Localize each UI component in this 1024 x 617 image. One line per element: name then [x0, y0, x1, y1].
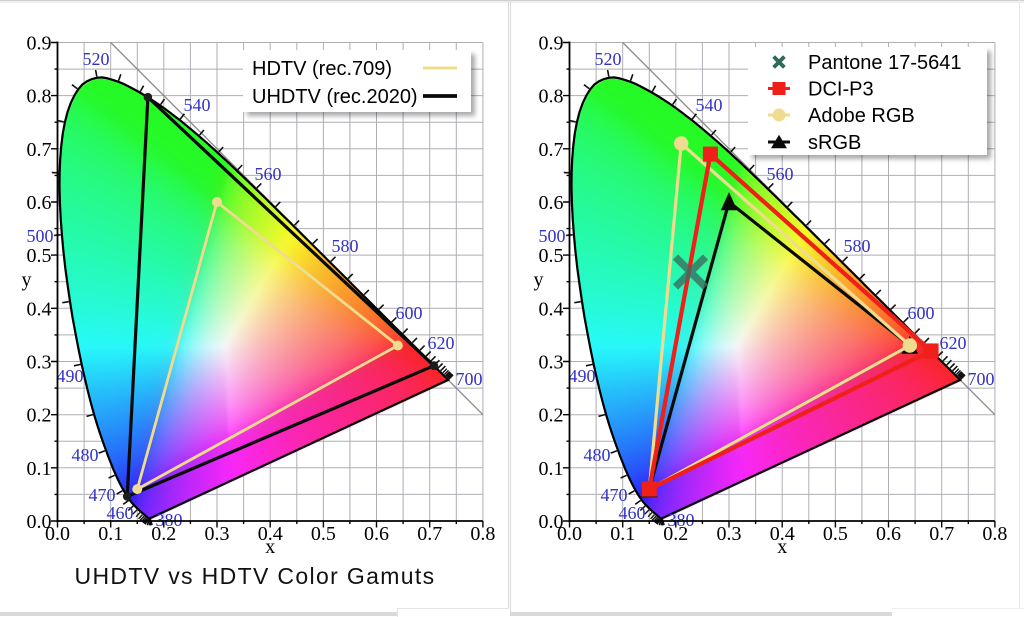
svg-text:600: 600: [908, 303, 935, 323]
svg-text:0.0: 0.0: [557, 523, 582, 545]
svg-text:0.4: 0.4: [27, 298, 52, 320]
svg-text:0.5: 0.5: [311, 523, 336, 545]
svg-text:0.6: 0.6: [27, 192, 52, 214]
svg-text:0.7: 0.7: [929, 523, 954, 545]
svg-text:0.2: 0.2: [151, 523, 176, 545]
svg-text:0.3: 0.3: [539, 352, 564, 374]
svg-text:700: 700: [968, 369, 995, 389]
svg-text:0.2: 0.2: [663, 523, 688, 545]
svg-text:0.4: 0.4: [539, 298, 564, 320]
svg-text:470: 470: [89, 485, 116, 505]
svg-text:sRGB: sRGB: [808, 132, 861, 154]
svg-text:560: 560: [255, 164, 282, 184]
svg-text:480: 480: [72, 445, 99, 465]
svg-text:UHDTV (rec.2020): UHDTV (rec.2020): [252, 86, 418, 108]
svg-text:0.0: 0.0: [45, 523, 70, 545]
svg-text:0.8: 0.8: [470, 523, 495, 545]
svg-text:0.3: 0.3: [717, 523, 742, 545]
svg-text:500: 500: [539, 226, 566, 246]
svg-text:HDTV (rec.709): HDTV (rec.709): [252, 58, 392, 80]
svg-text:0.6: 0.6: [539, 192, 564, 214]
svg-text:0.0: 0.0: [539, 511, 564, 533]
svg-text:0.4: 0.4: [770, 523, 795, 545]
svg-text:380: 380: [156, 510, 183, 530]
svg-text:490: 490: [57, 366, 84, 386]
svg-text:0.8: 0.8: [27, 86, 52, 108]
svg-text:0.7: 0.7: [539, 139, 564, 161]
svg-text:0.8: 0.8: [539, 86, 564, 108]
svg-text:0.5: 0.5: [823, 523, 848, 545]
svg-text:580: 580: [844, 236, 871, 256]
svg-text:0.5: 0.5: [27, 245, 52, 267]
svg-text:y: y: [22, 269, 32, 291]
svg-text:500: 500: [27, 226, 54, 246]
svg-text:0.2: 0.2: [539, 405, 564, 427]
svg-text:Pantone 17-5641: Pantone 17-5641: [808, 52, 961, 74]
svg-text:UHDTV vs HDTV Color Gamuts: UHDTV vs HDTV Color Gamuts: [75, 563, 436, 589]
svg-text:620: 620: [940, 333, 967, 353]
svg-text:x: x: [265, 536, 275, 558]
svg-text:470: 470: [601, 485, 628, 505]
svg-text:540: 540: [184, 95, 211, 115]
svg-text:Adobe RGB: Adobe RGB: [808, 105, 915, 127]
svg-text:x: x: [777, 536, 787, 558]
svg-text:480: 480: [584, 445, 611, 465]
svg-text:0.1: 0.1: [27, 458, 52, 480]
svg-text:0.1: 0.1: [98, 523, 123, 545]
svg-text:0.6: 0.6: [364, 523, 389, 545]
svg-text:540: 540: [696, 95, 723, 115]
svg-text:0.1: 0.1: [610, 523, 635, 545]
svg-text:y: y: [534, 269, 544, 291]
svg-text:700: 700: [456, 369, 483, 389]
svg-text:0.3: 0.3: [27, 352, 52, 374]
svg-text:DCI-P3: DCI-P3: [808, 79, 874, 101]
svg-text:460: 460: [619, 503, 646, 523]
svg-text:0.5: 0.5: [539, 245, 564, 267]
svg-text:0.7: 0.7: [417, 523, 442, 545]
svg-text:380: 380: [668, 510, 695, 530]
svg-text:0.7: 0.7: [27, 139, 52, 161]
svg-text:490: 490: [569, 366, 596, 386]
svg-text:0.9: 0.9: [27, 33, 52, 55]
svg-text:600: 600: [396, 303, 423, 323]
svg-text:0.2: 0.2: [27, 405, 52, 427]
svg-text:520: 520: [83, 49, 110, 69]
svg-text:0.9: 0.9: [539, 33, 564, 55]
svg-text:0.4: 0.4: [258, 523, 283, 545]
svg-text:460: 460: [107, 503, 134, 523]
svg-text:520: 520: [595, 49, 622, 69]
svg-text:0.0: 0.0: [27, 511, 52, 533]
svg-text:0.1: 0.1: [539, 458, 564, 480]
svg-text:620: 620: [428, 333, 455, 353]
svg-text:0.6: 0.6: [876, 523, 901, 545]
svg-text:580: 580: [332, 236, 359, 256]
svg-text:0.3: 0.3: [205, 523, 230, 545]
svg-text:560: 560: [767, 164, 794, 184]
svg-text:0.8: 0.8: [982, 523, 1007, 545]
